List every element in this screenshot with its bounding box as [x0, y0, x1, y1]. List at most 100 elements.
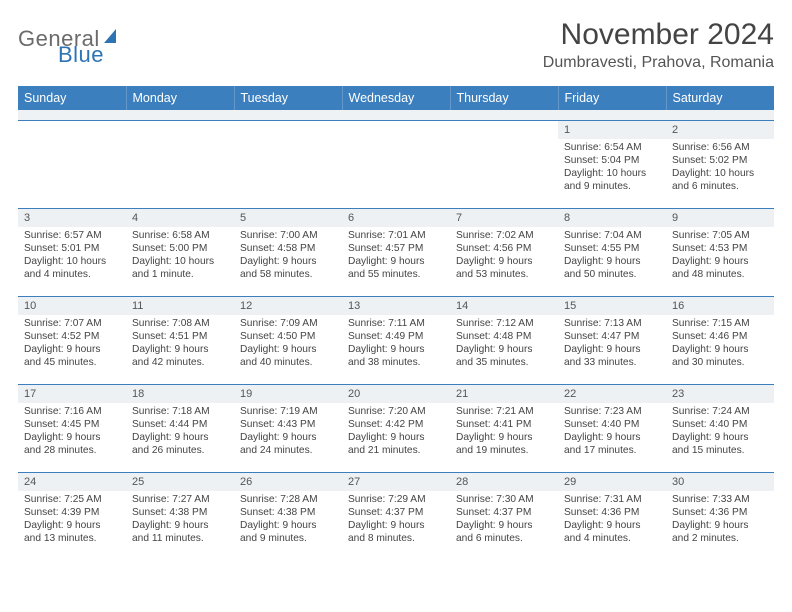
sunset-text: Sunset: 4:36 PM: [672, 506, 768, 519]
calendar-week-row: 24Sunrise: 7:25 AMSunset: 4:39 PMDayligh…: [18, 472, 774, 560]
day-details: Sunrise: 7:25 AMSunset: 4:39 PMDaylight:…: [18, 491, 126, 551]
day-details: Sunrise: 6:58 AMSunset: 5:00 PMDaylight:…: [126, 227, 234, 287]
title-block: November 2024 Dumbravesti, Prahova, Roma…: [543, 18, 774, 72]
day-number: 4: [126, 209, 234, 227]
calendar-empty-cell: .: [342, 120, 450, 208]
calendar-body: .....1Sunrise: 6:54 AMSunset: 5:04 PMDay…: [18, 120, 774, 560]
day-details: Sunrise: 7:13 AMSunset: 4:47 PMDaylight:…: [558, 315, 666, 375]
weekday-heading: Friday: [558, 86, 666, 110]
day-details: Sunrise: 7:11 AMSunset: 4:49 PMDaylight:…: [342, 315, 450, 375]
daylight-text: Daylight: 9 hours and 30 minutes.: [672, 343, 768, 369]
sunset-text: Sunset: 5:02 PM: [672, 154, 768, 167]
sunrise-text: Sunrise: 6:58 AM: [132, 229, 228, 242]
daylight-text: Daylight: 9 hours and 6 minutes.: [456, 519, 552, 545]
calendar-day-cell: 21Sunrise: 7:21 AMSunset: 4:41 PMDayligh…: [450, 384, 558, 472]
sunset-text: Sunset: 4:48 PM: [456, 330, 552, 343]
day-details: Sunrise: 7:23 AMSunset: 4:40 PMDaylight:…: [558, 403, 666, 463]
sunset-text: Sunset: 4:53 PM: [672, 242, 768, 255]
day-details: Sunrise: 7:27 AMSunset: 4:38 PMDaylight:…: [126, 491, 234, 551]
daylight-text: Daylight: 9 hours and 4 minutes.: [564, 519, 660, 545]
sail-icon: [102, 27, 122, 52]
sunrise-text: Sunrise: 6:57 AM: [24, 229, 120, 242]
day-details: Sunrise: 7:30 AMSunset: 4:37 PMDaylight:…: [450, 491, 558, 551]
sunrise-text: Sunrise: 6:54 AM: [564, 141, 660, 154]
sunrise-text: Sunrise: 7:02 AM: [456, 229, 552, 242]
day-details: Sunrise: 7:09 AMSunset: 4:50 PMDaylight:…: [234, 315, 342, 375]
day-number: 17: [18, 385, 126, 403]
sunrise-text: Sunrise: 7:08 AM: [132, 317, 228, 330]
daylight-text: Daylight: 10 hours and 6 minutes.: [672, 167, 768, 193]
sunrise-text: Sunrise: 7:29 AM: [348, 493, 444, 506]
day-number: 11: [126, 297, 234, 315]
day-number: 18: [126, 385, 234, 403]
day-details: Sunrise: 7:19 AMSunset: 4:43 PMDaylight:…: [234, 403, 342, 463]
sunset-text: Sunset: 4:38 PM: [132, 506, 228, 519]
day-details: Sunrise: 7:24 AMSunset: 4:40 PMDaylight:…: [666, 403, 774, 463]
day-number: 5: [234, 209, 342, 227]
day-details: Sunrise: 7:08 AMSunset: 4:51 PMDaylight:…: [126, 315, 234, 375]
sunrise-text: Sunrise: 7:28 AM: [240, 493, 336, 506]
day-number: 26: [234, 473, 342, 491]
sunset-text: Sunset: 4:40 PM: [564, 418, 660, 431]
sunset-text: Sunset: 4:38 PM: [240, 506, 336, 519]
header-spacer-row: [18, 110, 774, 120]
sunset-text: Sunset: 4:46 PM: [672, 330, 768, 343]
day-details: Sunrise: 7:07 AMSunset: 4:52 PMDaylight:…: [18, 315, 126, 375]
day-details: Sunrise: 7:01 AMSunset: 4:57 PMDaylight:…: [342, 227, 450, 287]
daylight-text: Daylight: 9 hours and 53 minutes.: [456, 255, 552, 281]
daylight-text: Daylight: 9 hours and 17 minutes.: [564, 431, 660, 457]
calendar-day-cell: 1Sunrise: 6:54 AMSunset: 5:04 PMDaylight…: [558, 120, 666, 208]
sunrise-text: Sunrise: 7:33 AM: [672, 493, 768, 506]
weekday-heading: Saturday: [666, 86, 774, 110]
calendar-day-cell: 4Sunrise: 6:58 AMSunset: 5:00 PMDaylight…: [126, 208, 234, 296]
daylight-text: Daylight: 9 hours and 9 minutes.: [240, 519, 336, 545]
calendar-empty-cell: .: [450, 120, 558, 208]
daylight-text: Daylight: 9 hours and 28 minutes.: [24, 431, 120, 457]
brand-word-2-wrap: Blue: [18, 42, 104, 68]
calendar-day-cell: 29Sunrise: 7:31 AMSunset: 4:36 PMDayligh…: [558, 472, 666, 560]
sunset-text: Sunset: 4:37 PM: [456, 506, 552, 519]
day-number: 30: [666, 473, 774, 491]
day-number: 13: [342, 297, 450, 315]
weekday-heading: Thursday: [450, 86, 558, 110]
daylight-text: Daylight: 9 hours and 11 minutes.: [132, 519, 228, 545]
sunset-text: Sunset: 5:00 PM: [132, 242, 228, 255]
sunset-text: Sunset: 4:36 PM: [564, 506, 660, 519]
day-details: Sunrise: 6:56 AMSunset: 5:02 PMDaylight:…: [666, 139, 774, 199]
calendar-day-cell: 25Sunrise: 7:27 AMSunset: 4:38 PMDayligh…: [126, 472, 234, 560]
day-number: 6: [342, 209, 450, 227]
day-number: 9: [666, 209, 774, 227]
day-details: Sunrise: 6:57 AMSunset: 5:01 PMDaylight:…: [18, 227, 126, 287]
sunset-text: Sunset: 4:50 PM: [240, 330, 336, 343]
day-number: 22: [558, 385, 666, 403]
calendar-day-cell: 13Sunrise: 7:11 AMSunset: 4:49 PMDayligh…: [342, 296, 450, 384]
sunrise-text: Sunrise: 7:11 AM: [348, 317, 444, 330]
sunrise-text: Sunrise: 7:12 AM: [456, 317, 552, 330]
calendar-empty-cell: .: [126, 120, 234, 208]
day-number: 25: [126, 473, 234, 491]
sunrise-text: Sunrise: 7:24 AM: [672, 405, 768, 418]
day-number: 19: [234, 385, 342, 403]
calendar-day-cell: 8Sunrise: 7:04 AMSunset: 4:55 PMDaylight…: [558, 208, 666, 296]
daylight-text: Daylight: 9 hours and 15 minutes.: [672, 431, 768, 457]
day-number: 14: [450, 297, 558, 315]
calendar-day-cell: 3Sunrise: 6:57 AMSunset: 5:01 PMDaylight…: [18, 208, 126, 296]
day-number: 3: [18, 209, 126, 227]
day-number: 24: [18, 473, 126, 491]
sunset-text: Sunset: 4:57 PM: [348, 242, 444, 255]
daylight-text: Daylight: 10 hours and 1 minute.: [132, 255, 228, 281]
sunrise-text: Sunrise: 7:07 AM: [24, 317, 120, 330]
day-details: Sunrise: 7:28 AMSunset: 4:38 PMDaylight:…: [234, 491, 342, 551]
sunset-text: Sunset: 4:41 PM: [456, 418, 552, 431]
weekday-heading: Wednesday: [342, 86, 450, 110]
daylight-text: Daylight: 9 hours and 38 minutes.: [348, 343, 444, 369]
calendar-day-cell: 23Sunrise: 7:24 AMSunset: 4:40 PMDayligh…: [666, 384, 774, 472]
sunrise-text: Sunrise: 7:25 AM: [24, 493, 120, 506]
sunset-text: Sunset: 4:43 PM: [240, 418, 336, 431]
sunrise-text: Sunrise: 7:31 AM: [564, 493, 660, 506]
day-details: Sunrise: 7:33 AMSunset: 4:36 PMDaylight:…: [666, 491, 774, 551]
daylight-text: Daylight: 9 hours and 13 minutes.: [24, 519, 120, 545]
sunset-text: Sunset: 4:39 PM: [24, 506, 120, 519]
sunrise-text: Sunrise: 7:04 AM: [564, 229, 660, 242]
daylight-text: Daylight: 10 hours and 4 minutes.: [24, 255, 120, 281]
